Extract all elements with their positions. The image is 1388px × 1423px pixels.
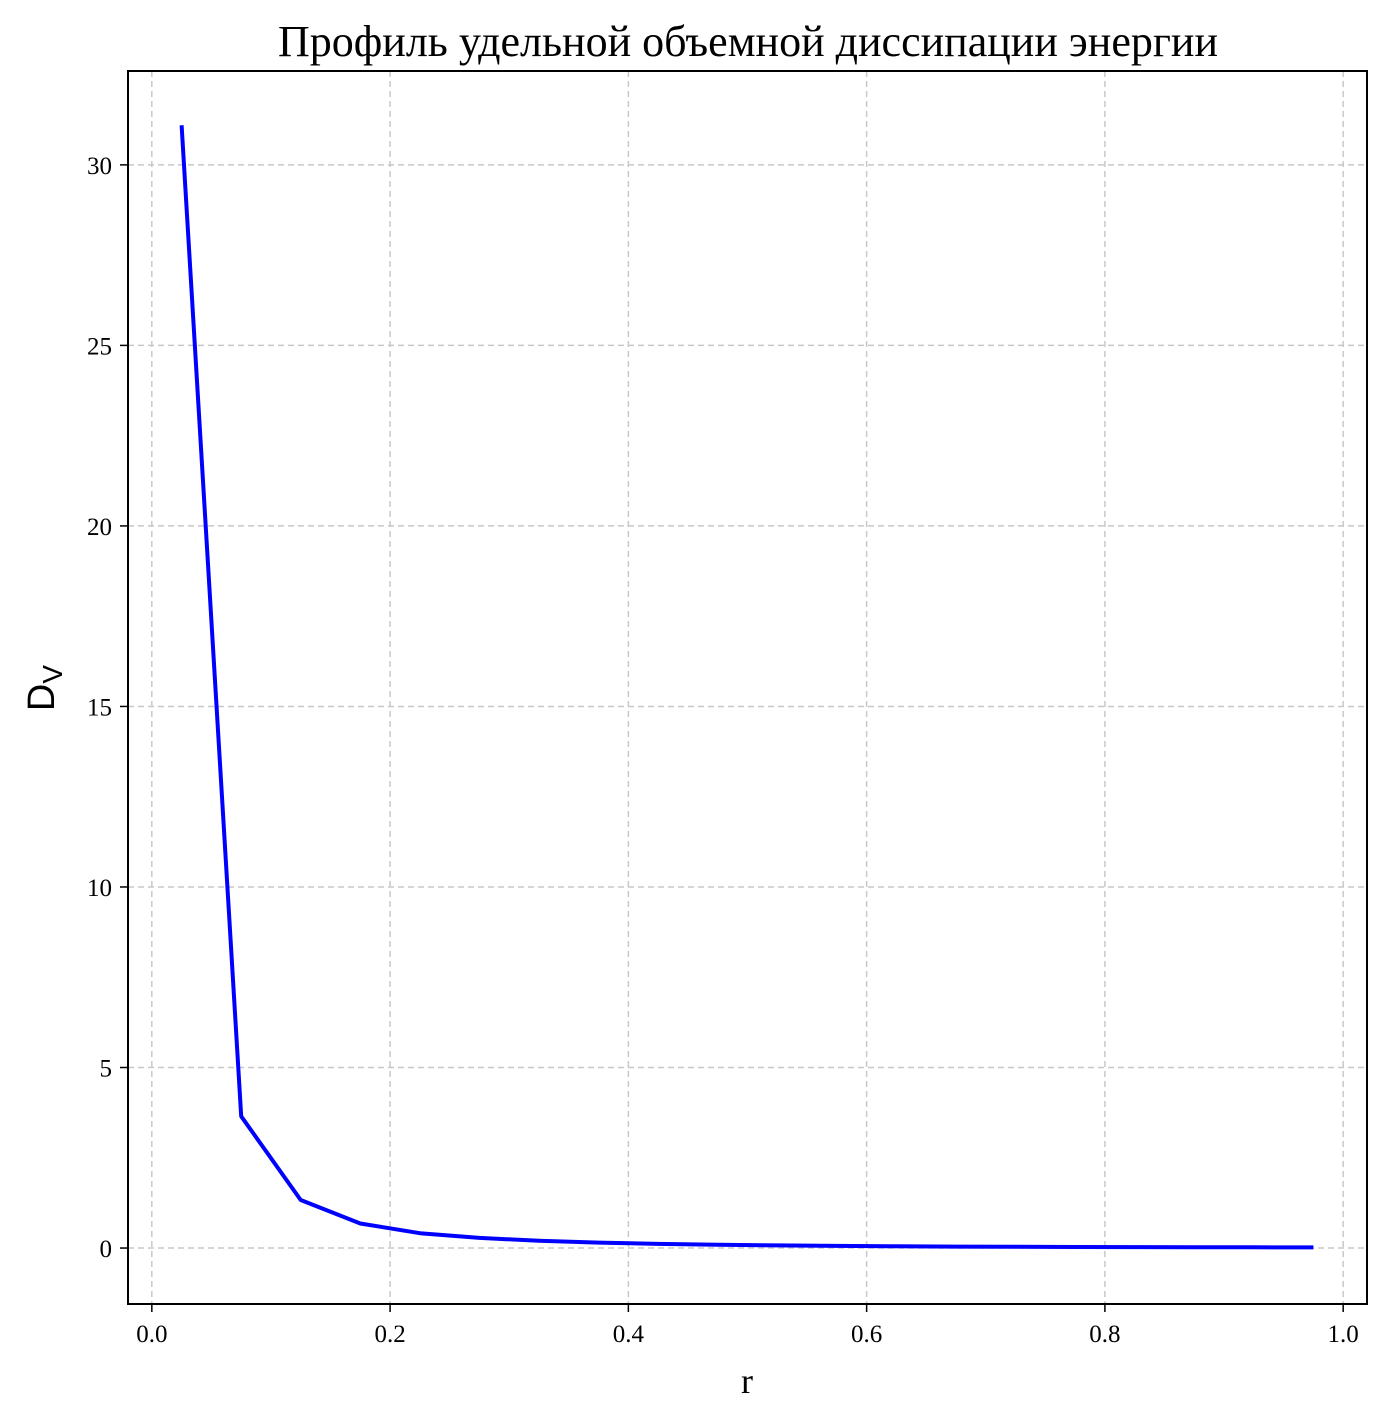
plot-frame	[127, 70, 1368, 1305]
x-tick-label: 0.8	[1089, 1321, 1120, 1348]
tick-layer: 0.0 0.2 0.4 0.6 0.8 1.0 0 5 10 15 20 25 30	[87, 153, 1359, 1348]
y-tick-label: 15	[87, 694, 112, 721]
x-tick-label: 0.0	[136, 1321, 167, 1348]
series-layer	[179, 125, 1314, 1250]
x-tick-label: 0.2	[374, 1321, 405, 1348]
x-tick-label: 0.6	[851, 1321, 882, 1348]
series-line	[179, 125, 1314, 1250]
x-axis-label: r	[741, 1361, 753, 1401]
y-tick-label: 5	[100, 1056, 113, 1083]
y-axis-label: DV	[21, 665, 68, 711]
y-axis-label-subscript: V	[37, 665, 68, 684]
chart-title: Профиль удельной объемной диссипации эне…	[278, 17, 1218, 66]
y-tick-label: 30	[87, 153, 112, 180]
x-tick-label: 1.0	[1328, 1321, 1359, 1348]
y-tick-label: 20	[87, 514, 112, 541]
y-axis-label-main: D	[21, 684, 63, 711]
y-tick-label: 0	[100, 1236, 113, 1263]
x-tick-label: 0.4	[613, 1321, 645, 1348]
y-tick-label: 10	[87, 875, 112, 902]
y-tick-label: 25	[87, 333, 112, 360]
grid-layer	[128, 71, 1367, 1304]
